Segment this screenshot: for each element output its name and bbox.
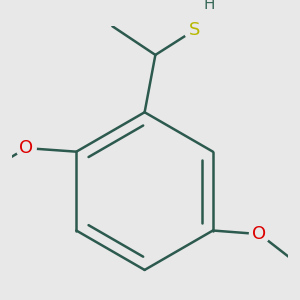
Circle shape <box>16 138 36 158</box>
Text: S: S <box>189 21 200 39</box>
Circle shape <box>250 224 269 244</box>
Text: H: H <box>203 0 215 12</box>
Circle shape <box>184 19 206 40</box>
Text: O: O <box>252 225 267 243</box>
Text: O: O <box>19 139 33 157</box>
